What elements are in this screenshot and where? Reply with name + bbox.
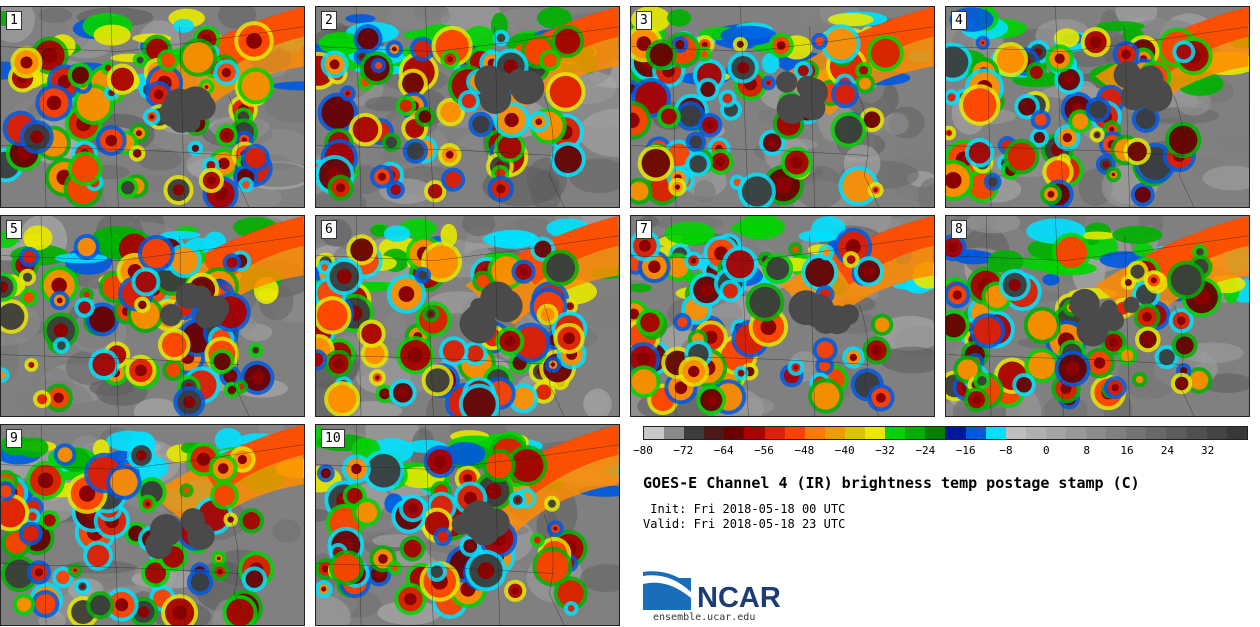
colorbar-segment: [724, 427, 745, 439]
colorbar-segment: [644, 427, 665, 439]
colorbar-segment: [1005, 427, 1026, 439]
member-number-label: 1: [6, 11, 22, 30]
colorbar-segment: [744, 427, 765, 439]
member-number-label: 9: [6, 429, 22, 448]
init-time: Init: Fri 2018-05-18 00 UTC: [643, 502, 846, 516]
ir-map: [1, 425, 304, 625]
colorbar-segment: [1166, 427, 1187, 439]
colorbar-segment: [1146, 427, 1167, 439]
colorbar-tick-label: 8: [1083, 444, 1090, 457]
member-panel-8: 8: [945, 215, 1250, 417]
member-panel-1: 1: [0, 6, 305, 208]
ir-map: [1, 7, 304, 207]
member-number-label: 5: [6, 220, 22, 239]
member-panel-5: 5: [0, 215, 305, 417]
colorbar-tick-label: −48: [794, 444, 815, 457]
colorbar-segment: [1126, 427, 1147, 439]
colorbar-segment: [905, 427, 926, 439]
colorbar-segment: [1025, 427, 1046, 439]
member-number-label: 10: [321, 429, 345, 448]
member-panel-6: 6: [315, 215, 620, 417]
ir-map: [316, 425, 619, 625]
colorbar-segment: [965, 427, 986, 439]
ncar-logo-text: NCAR: [697, 582, 781, 614]
colorbar-tick-label: 32: [1201, 444, 1215, 457]
colorbar-segment: [945, 427, 966, 439]
colorbar-segment: [985, 427, 1006, 439]
colorbar-tick-label: 0: [1043, 444, 1050, 457]
member-panel-9: 9: [0, 424, 305, 626]
colorbar-tick-label: −40: [834, 444, 855, 457]
colorbar-tick-label: −24: [915, 444, 936, 457]
colorbar-segment: [1106, 427, 1127, 439]
member-panel-4: 4: [945, 6, 1250, 208]
colorbar-tick-label: 16: [1120, 444, 1134, 457]
colorbar-segment: [925, 427, 946, 439]
ir-map: [946, 216, 1249, 416]
ncar-logo-icon: [643, 571, 691, 610]
colorbar-tick-label: −64: [713, 444, 734, 457]
logo-url: ensemble.ucar.edu: [653, 612, 756, 623]
valid-time: Valid: Fri 2018-05-18 23 UTC: [643, 517, 846, 531]
colorbar-tick-label: 24: [1160, 444, 1174, 457]
ir-map: [631, 216, 934, 416]
colorbar-tick-label: −72: [673, 444, 694, 457]
figure-title: GOES-E Channel 4 (IR) brightness temp po…: [643, 474, 1140, 492]
colorbar-tick-label: −8: [999, 444, 1013, 457]
ir-map: [946, 7, 1249, 207]
member-number-label: 7: [636, 220, 652, 239]
colorbar-tick-label: −32: [875, 444, 895, 457]
colorbar-tick-label: −80: [633, 444, 653, 457]
colorbar-segment: [824, 427, 845, 439]
member-number-label: 4: [951, 11, 967, 30]
colorbar-segment: [664, 427, 685, 439]
member-panel-2: 2: [315, 6, 620, 208]
member-number-label: 3: [636, 11, 652, 30]
colorbar-segment: [885, 427, 906, 439]
member-panel-7: 7: [630, 215, 935, 417]
colorbar-segment: [844, 427, 866, 439]
colorbar-segment: [764, 427, 785, 439]
colorbar-segment: [1045, 427, 1066, 439]
ir-map: [1, 216, 304, 416]
colorbar-segment: [804, 427, 825, 439]
ir-map: [316, 216, 619, 416]
member-panel-10: 10: [315, 424, 620, 626]
member-panel-3: 3: [630, 6, 935, 208]
colorbar-segment: [784, 427, 805, 439]
colorbar-segment: [1226, 427, 1247, 439]
ir-map: [316, 7, 619, 207]
colorbar-segment: [1186, 427, 1207, 439]
colorbar-tick-labels: −80 −72 −64 −56 −48 −40 −32 −24 −16 −8 0 8 16 24 32: [633, 444, 1248, 458]
colorbar-tick-label: −56: [754, 444, 774, 457]
colorbar-tick-label: −16: [955, 444, 976, 457]
colorbar-segment: [1086, 427, 1107, 439]
colorbar-segment: [1065, 427, 1087, 439]
colorbar-segment: [865, 427, 886, 439]
member-number-label: 8: [951, 220, 967, 239]
member-number-label: 2: [321, 11, 337, 30]
forecast-times: Init: Fri 2018-05-18 00 UTC Valid: Fri 20…: [643, 502, 845, 532]
ir-map: [631, 7, 934, 207]
member-number-label: 6: [321, 220, 337, 239]
colorbar-segment: [684, 427, 705, 439]
colorbar-segment: [704, 427, 725, 439]
colorbar-segment: [1206, 427, 1227, 439]
temperature-colorbar: [643, 426, 1248, 440]
